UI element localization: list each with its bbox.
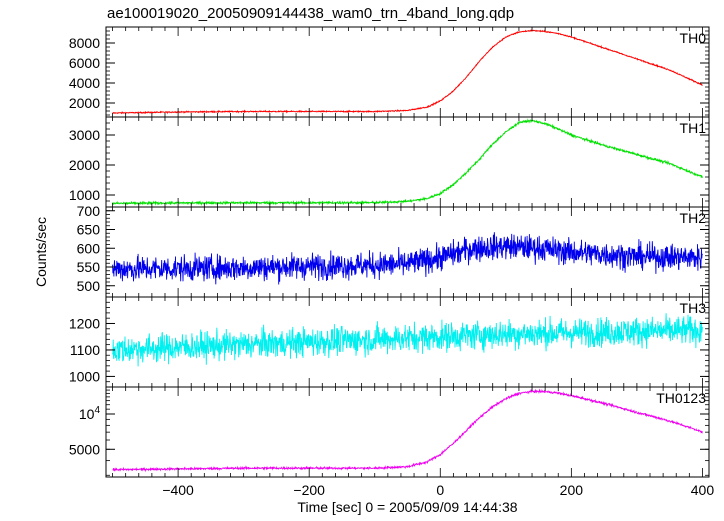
panel-frame <box>105 116 710 208</box>
y-tick-label: 700 <box>77 203 101 219</box>
y-tick-label: 1000 <box>69 187 100 203</box>
y-tick-label: 8000 <box>69 35 100 51</box>
y-tick-label: 500 <box>77 278 101 294</box>
panel-frame <box>105 26 710 118</box>
y-tick-label: 1200 <box>69 315 100 331</box>
x-tick-label: −400 <box>162 482 194 498</box>
y-tick-label: 550 <box>77 259 101 275</box>
series-line-th1 <box>112 118 703 206</box>
y-tick-label: 2000 <box>69 157 100 173</box>
panel-frame <box>105 386 710 478</box>
y-tick-label: 6000 <box>69 55 100 71</box>
y-tick-label: 3000 <box>69 127 100 143</box>
panel-th2: TH2 500 550 600 650 700 <box>77 203 710 298</box>
y-tick-label: 4000 <box>69 75 100 91</box>
panel-th0123: TH0123 5000 104 <box>69 386 710 478</box>
x-tick-label: 400 <box>691 482 715 498</box>
panel-label-th2: TH2 <box>680 210 707 226</box>
panel-label-th1: TH1 <box>680 120 707 136</box>
y-axis-label: Counts/sec <box>33 217 49 287</box>
series-line-th0 <box>112 28 703 115</box>
panel-th0: TH0 2000 4000 6000 8000 <box>69 26 710 118</box>
x-tick-label: −200 <box>293 482 325 498</box>
panel-label-th3: TH3 <box>680 300 707 316</box>
x-tick-label: 200 <box>560 482 584 498</box>
panel-th1: TH1 1000 2000 3000 <box>69 116 710 208</box>
series-line-th2 <box>112 232 703 285</box>
panel-th3: TH3 1000 1100 1200 <box>69 296 710 388</box>
y-tick-label: 5000 <box>69 441 100 457</box>
panel-label-th0123: TH0123 <box>656 390 706 406</box>
y-tick-label: 1000 <box>69 368 100 384</box>
x-tick-label: 0 <box>436 482 444 498</box>
panel-label-th0: TH0 <box>680 30 707 46</box>
y-tick-label: 1100 <box>70 342 100 358</box>
y-tick-label: 2000 <box>69 95 100 111</box>
series-line-th3 <box>112 313 703 367</box>
series-line-th0123 <box>112 388 703 473</box>
y-tick-label: 104 <box>79 405 101 422</box>
x-axis-label: Time [sec] 0 = 2005/09/09 14:44:38 <box>297 499 517 515</box>
y-tick-label: 650 <box>77 222 101 238</box>
y-tick-label: 600 <box>77 240 101 256</box>
chart-title: ae100019020_20050909144438_wam0_trn_4ban… <box>107 5 515 22</box>
